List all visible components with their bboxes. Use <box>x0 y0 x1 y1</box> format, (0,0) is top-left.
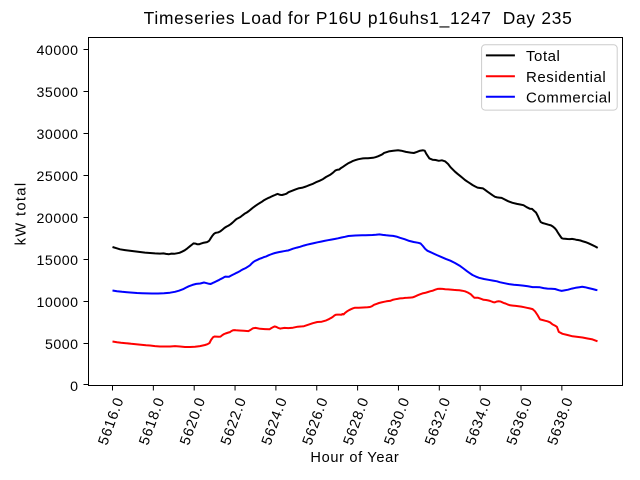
svg-text:Timeseries Load for P16U p16uh: Timeseries Load for P16U p16uhs1_1247 Da… <box>144 8 573 28</box>
svg-text:5000: 5000 <box>45 337 79 353</box>
svg-text:15000: 15000 <box>37 253 79 269</box>
svg-text:0: 0 <box>70 379 78 395</box>
svg-text:25000: 25000 <box>37 169 79 185</box>
svg-text:kW total: kW total <box>14 182 30 246</box>
svg-text:30000: 30000 <box>37 127 79 143</box>
svg-text:35000: 35000 <box>37 85 79 101</box>
svg-text:20000: 20000 <box>37 211 79 227</box>
svg-text:Total: Total <box>526 48 560 65</box>
svg-text:10000: 10000 <box>37 295 79 311</box>
svg-text:Hour of Year: Hour of Year <box>310 450 399 466</box>
svg-text:Residential: Residential <box>526 69 606 86</box>
svg-text:Commercial: Commercial <box>526 89 612 106</box>
svg-text:40000: 40000 <box>37 43 79 59</box>
